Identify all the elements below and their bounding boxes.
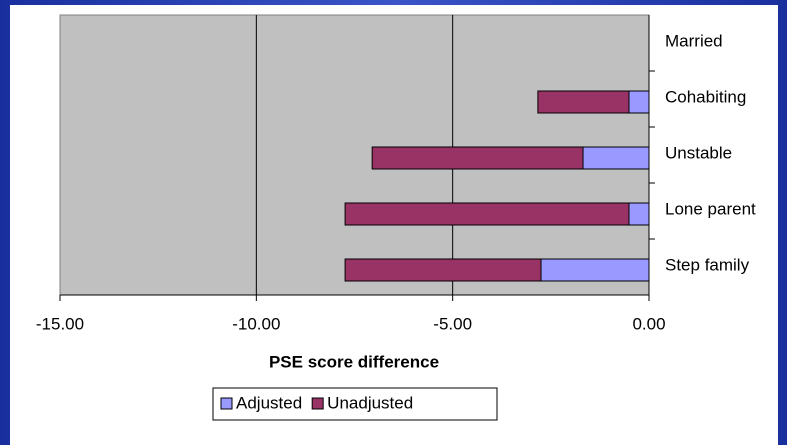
x-axis-label: PSE score difference	[269, 352, 439, 371]
bar	[540, 258, 650, 282]
y-tick-label: Lone parent	[665, 199, 756, 218]
x-tick-label: 0.00	[632, 314, 665, 333]
bar	[582, 146, 650, 170]
bar	[628, 202, 650, 226]
legend-swatch	[220, 397, 233, 410]
x-tick-label: -15.00	[36, 314, 84, 333]
x-tick-label: -5.00	[433, 314, 472, 333]
legend-label: Unadjusted	[327, 393, 413, 412]
x-tick-label: -10.00	[232, 314, 280, 333]
legend-box	[212, 387, 498, 421]
y-tick-label: Cohabiting	[665, 87, 746, 106]
legend-label: Adjusted	[236, 393, 302, 412]
bar	[628, 90, 650, 114]
y-tick-label: Step family	[665, 255, 750, 274]
bar	[344, 202, 650, 226]
legend-swatch	[311, 397, 324, 410]
y-tick-label: Unstable	[665, 143, 732, 162]
y-tick-label: Married	[665, 31, 723, 50]
